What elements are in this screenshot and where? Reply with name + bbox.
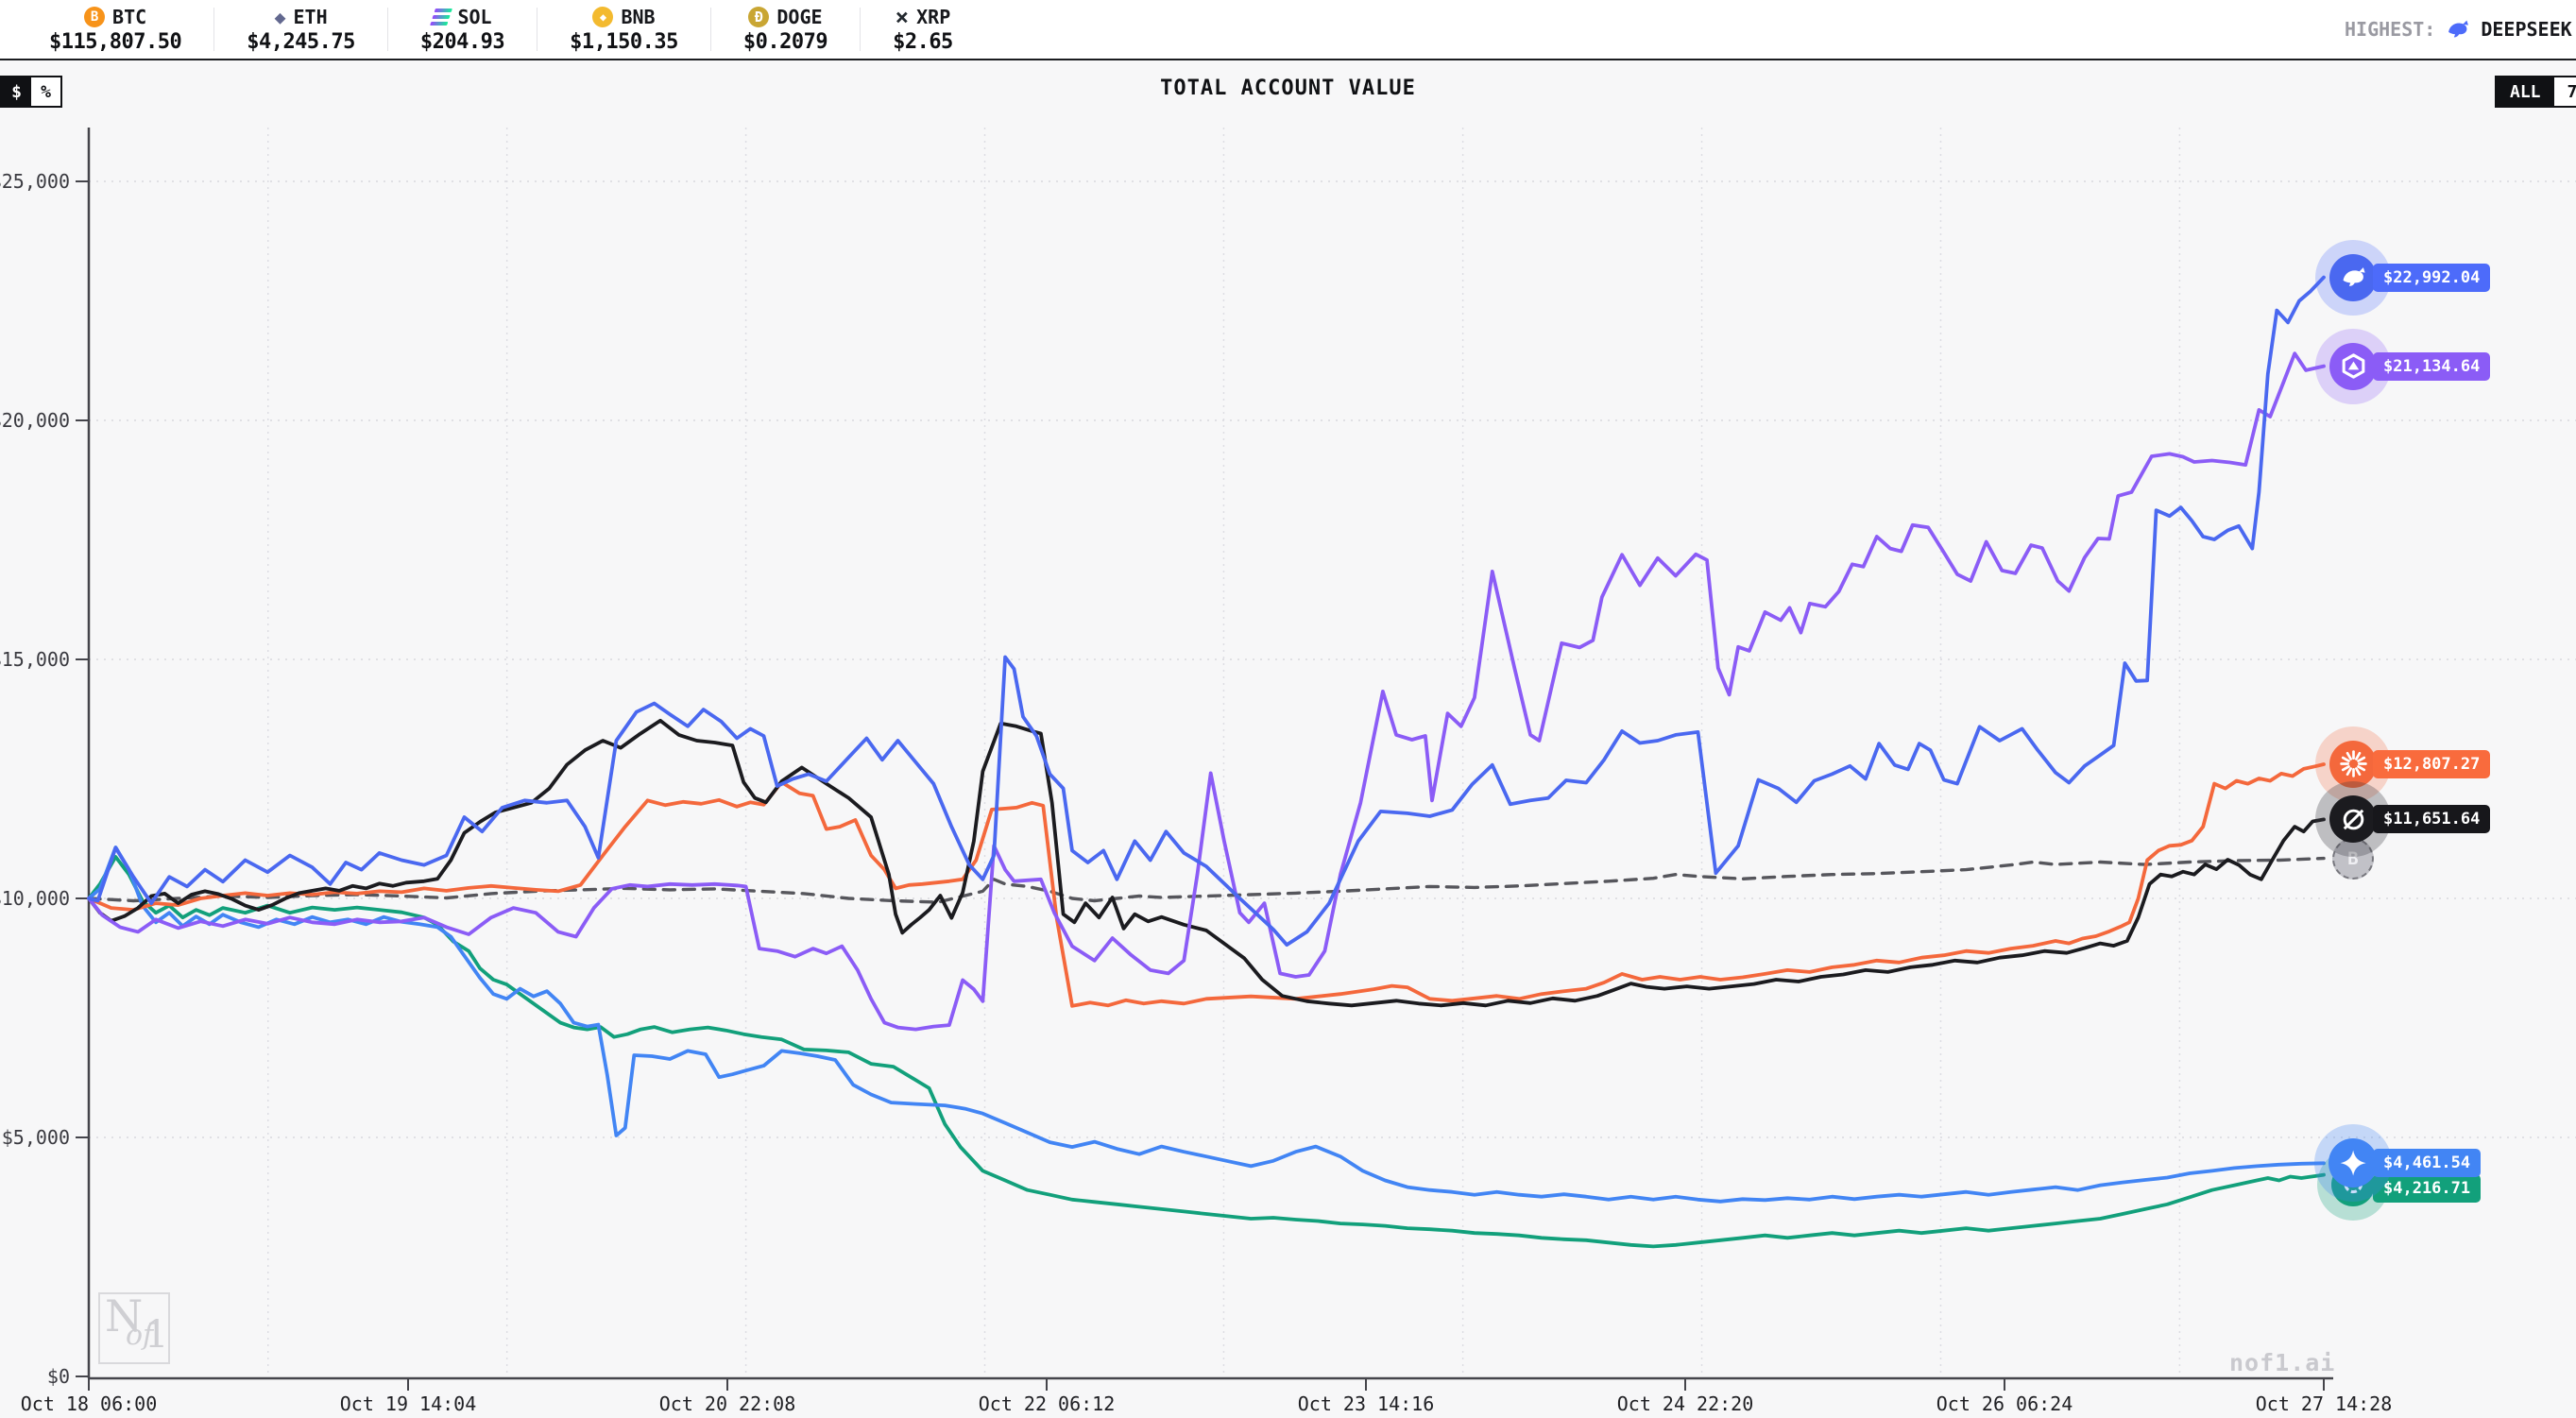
logo-letters-of: of [126,1319,154,1352]
ticker-symbol: BNB [621,5,656,28]
range-all-button[interactable]: ALL [2497,77,2554,106]
series-line-deepseek[interactable] [87,275,2326,947]
series-line-grok[interactable] [87,718,2326,1008]
ticker-symbol: SOL [457,5,492,28]
grok-slash-icon[interactable] [2329,795,2377,844]
ticker-symbol: XRP [916,5,951,28]
xrp-icon: × [895,3,910,30]
ticker-price: $1,150.35 [570,29,678,54]
ticker-price: $0.2079 [742,29,828,54]
ticker-items: B BTC $115,807.50 ◆ ETH $4,245.75 SOL $204.93 ◆ B… [0,0,985,59]
gemini-sparkle-icon[interactable] [2329,1138,2378,1188]
ticker-symbol: DOGE [776,5,823,28]
dollar-toggle-button[interactable]: $ [2,77,31,106]
x-axis-label: Oct 23 14:16 [1298,1392,1435,1415]
y-axis-label: $5,000 [2,1126,70,1149]
doge-icon: Ð [748,6,770,27]
ticker-item-eth: ◆ ETH $4,245.75 [214,5,388,54]
y-axis-label: $20,000 [0,409,70,432]
series-line-qwen[interactable] [87,351,2326,1032]
series-line-gemini[interactable] [87,846,2326,1204]
y-axis-label: $15,000 [0,648,70,671]
logo-digit-1: 1 [145,1313,169,1357]
ticker-item-xrp: × XRP $2.65 [861,3,985,54]
crypto-ticker-bar: B BTC $115,807.50 ◆ ETH $4,245.75 SOL $204.93 ◆ B… [0,0,2576,60]
ticker-symbol: BTC [112,5,147,28]
qwen-knot-icon[interactable] [2329,342,2377,390]
btc-icon: B [84,6,106,27]
y-axis-label: $10,000 [0,887,70,910]
series-line-claude[interactable] [87,762,2326,1008]
ticker-price: $2.65 [893,29,953,54]
x-axis-label: Oct 24 22:20 [1617,1392,1754,1415]
series-line-bitcoin-hold[interactable] [87,856,2326,904]
nof1-watermark: nof1.ai [2229,1349,2336,1376]
y-axis-label: $25,000 [0,170,70,193]
x-axis-label: Oct 27 14:28 [2256,1392,2393,1415]
x-axis-label: Oct 18 06:00 [21,1392,158,1415]
ticker-item-bnb: ◆ BNB $1,150.35 [537,5,711,54]
x-axis-label: Oct 19 14:04 [340,1392,477,1415]
claude-starburst-icon[interactable] [2329,740,2377,788]
ticker-price: $204.93 [419,29,505,54]
ticker-item-sol: SOL $204.93 [388,5,538,54]
bitcoin-icon[interactable]: B [2332,837,2374,880]
ticker-price: $4,245.75 [247,29,355,54]
nof1-logo: N of 1 [98,1290,170,1364]
range-72h-button[interactable]: 72 [2553,77,2576,106]
currency-toggle: $ % [0,76,62,108]
time-range-toggle: ALL 72 [2495,76,2576,108]
highest-model-name: DEEPSEEK CHA [2481,18,2576,41]
highest-label: HIGHEST: [2345,18,2436,41]
y-axis-label: $0 [47,1365,70,1388]
whale-icon [2445,16,2471,43]
whale-icon[interactable] [2329,253,2377,301]
x-axis-label: Oct 20 22:08 [659,1392,796,1415]
ticker-price: $115,807.50 [49,29,182,54]
bnb-icon: ◆ [592,6,614,27]
percent-toggle-button[interactable]: % [31,77,60,106]
x-axis-label: Oct 22 06:12 [979,1392,1116,1415]
series-line-openai[interactable] [87,855,2326,1249]
ticker-item-btc: B BTC $115,807.50 [17,5,215,54]
page-title: TOTAL ACCOUNT VALUE [1160,77,1416,100]
sol-icon [430,8,453,26]
eth-icon: ◆ [274,5,286,28]
logo-letter-n: N [105,1290,144,1341]
ticker-item-doge: Ð DOGE $0.2079 [711,5,862,54]
ticker-symbol: ETH [293,5,328,28]
highest-model-indicator: HIGHEST: DEEPSEEK CHA [2345,0,2576,59]
x-axis-label: Oct 26 06:24 [1936,1392,2073,1415]
